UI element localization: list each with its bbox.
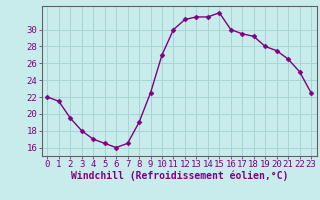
X-axis label: Windchill (Refroidissement éolien,°C): Windchill (Refroidissement éolien,°C) <box>70 171 288 181</box>
